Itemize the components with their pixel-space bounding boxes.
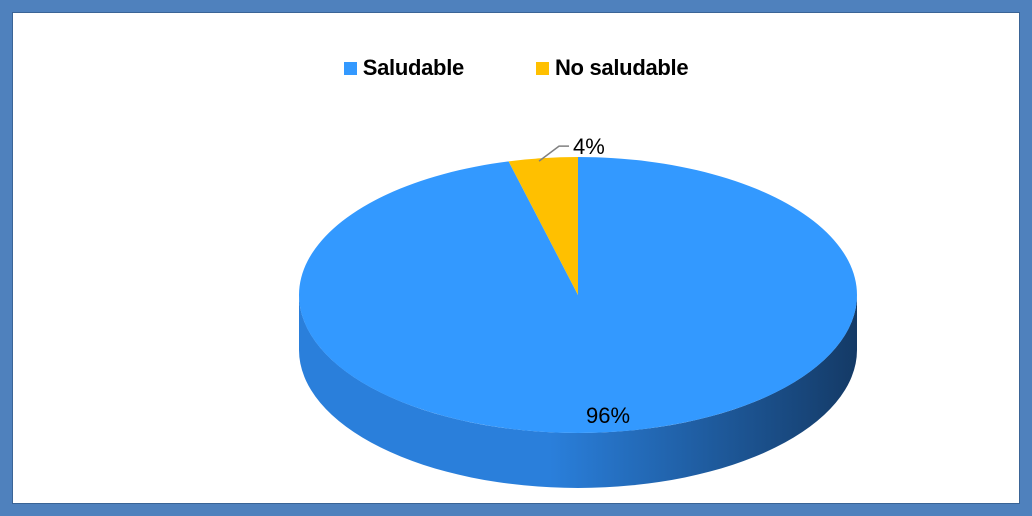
pie-chart: 96% 4%: [299, 134, 858, 488]
legend-swatch-no-saludable: [535, 61, 549, 75]
legend-item-saludable: Saludable: [343, 55, 465, 81]
slice-top-no-saludable: [508, 157, 578, 295]
legend-item-no-saludable: No saludable: [535, 55, 689, 81]
data-label-saludable: 96%: [586, 403, 630, 428]
leader-line-no-saludable: [538, 145, 570, 162]
plot-area: Saludable No saludable 96% 4%: [12, 12, 1020, 504]
data-label-no-saludable: 4%: [573, 134, 605, 159]
slice-top-saludable: [299, 157, 858, 434]
legend-label-saludable: Saludable: [362, 55, 465, 80]
legend: Saludable No saludable: [13, 55, 1019, 81]
legend-label-no-saludable: No saludable: [554, 55, 689, 80]
slice-side-saludable: [299, 295, 857, 488]
legend-swatch-saludable: [343, 61, 357, 75]
